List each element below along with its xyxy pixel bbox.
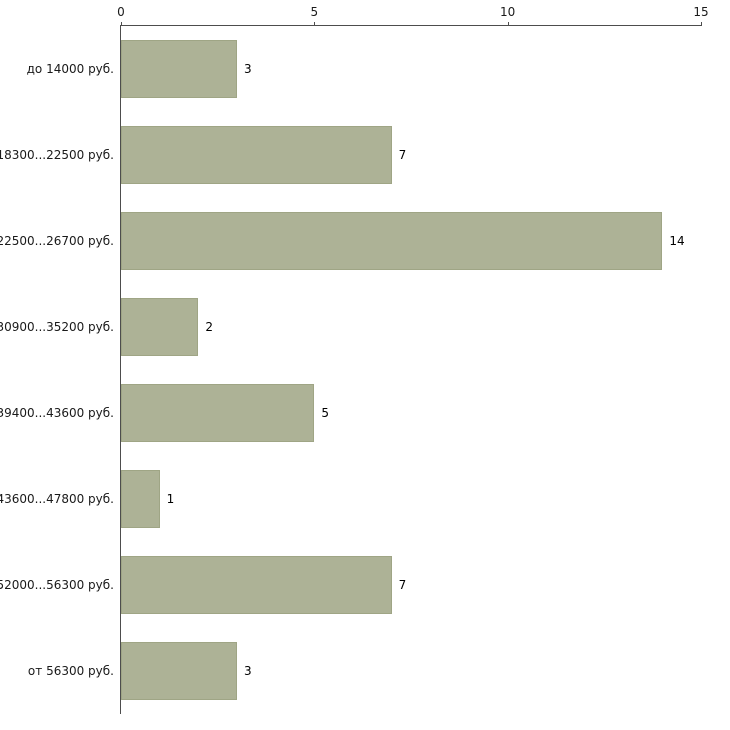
- category-label: 18300...22500 руб.: [0, 148, 114, 162]
- x-axis-tick-label: 10: [500, 5, 516, 19]
- value-label: 3: [244, 62, 252, 76]
- category-label: от 56300 руб.: [27, 664, 114, 678]
- bar-row: до 14000 руб. 3: [27, 26, 701, 112]
- value-label: 1: [166, 492, 175, 506]
- category-label: 43600...47800 руб.: [0, 492, 114, 506]
- x-axis-tick-mark: [701, 22, 702, 26]
- x-axis-tick-mark: [314, 22, 316, 26]
- bar: [121, 642, 237, 700]
- x-axis-tick-label: 15: [693, 5, 709, 19]
- value-label: 7: [398, 578, 407, 592]
- category-label: до 14000 руб.: [26, 62, 114, 76]
- x-axis-tick-mark: [507, 22, 509, 26]
- bar: [121, 212, 663, 270]
- value-label: 7: [398, 148, 407, 162]
- bar: [121, 556, 392, 614]
- x-axis-tick-mark: [121, 22, 122, 26]
- bar: [121, 384, 315, 442]
- x-axis-tick-label: 5: [310, 5, 319, 19]
- x-axis-tick-label: 0: [117, 5, 125, 19]
- category-label: 39400...43600 руб.: [0, 406, 114, 420]
- value-label: 2: [205, 320, 213, 334]
- value-label: 14: [669, 234, 685, 248]
- bar-row: 43600...47800 руб. 1: [0, 456, 701, 542]
- bar-row: 39400...43600 руб. 5: [0, 370, 701, 456]
- value-label: 3: [244, 664, 252, 678]
- bar-row: 52000...56300 руб. 7: [0, 542, 701, 628]
- category-label: 52000...56300 руб.: [0, 578, 114, 592]
- bar: [121, 40, 237, 98]
- bar-row: 30900...35200 руб. 2: [0, 284, 701, 370]
- category-label: 22500...26700 руб.: [0, 234, 114, 248]
- bar-row: 22500...26700 руб. 14: [0, 198, 701, 284]
- bar: [121, 298, 199, 356]
- plot-area: 0 5 10 15 до 14000 руб. 3 18300...22500 руб. 7 2…: [0, 5, 709, 714]
- bar-row: 18300...22500 руб. 7: [0, 112, 701, 198]
- bar-row: от 56300 руб. 3: [28, 628, 701, 714]
- value-label: 5: [321, 406, 329, 420]
- bar: [121, 126, 392, 184]
- category-label: 30900...35200 руб.: [0, 320, 114, 334]
- bar: [121, 470, 160, 528]
